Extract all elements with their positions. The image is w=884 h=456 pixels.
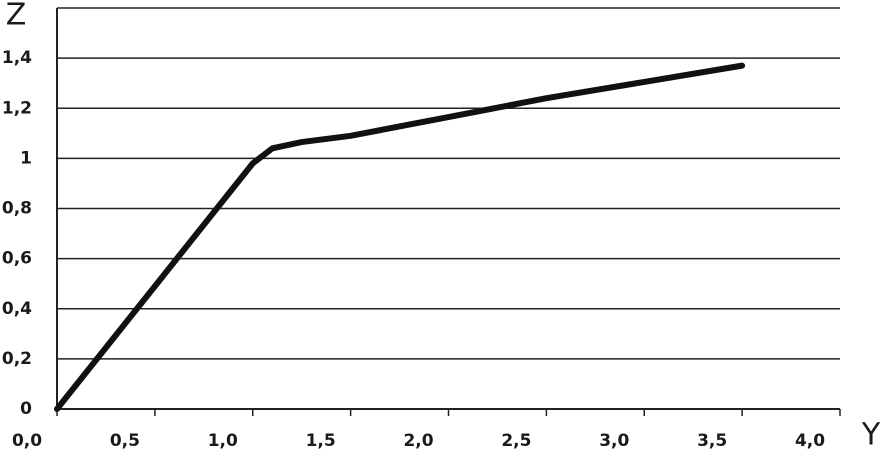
x-tick-label: 2,5 [501, 431, 531, 451]
x-tick-label: 0,0 [12, 431, 42, 451]
x-tick-label: 2,0 [403, 431, 433, 451]
x-tick-label: 3,0 [599, 431, 629, 451]
x-tick-label: 1,0 [208, 431, 238, 451]
y-tick-label: 0 [20, 399, 32, 419]
data-line [54, 62, 746, 412]
y-axis-title: Z [6, 0, 27, 33]
y-tick-label: 0,6 [2, 249, 32, 269]
y-tick-label: 1,4 [2, 48, 32, 68]
x-tick-label: 0,5 [110, 431, 140, 451]
y-tick-label: 0,8 [2, 199, 32, 219]
x-tick-label: 4,0 [795, 431, 825, 451]
y-tick-label: 1 [20, 148, 32, 168]
y-tick-label: 1,2 [2, 98, 32, 118]
x-axis-title: Y [861, 418, 881, 453]
x-tick-label: 1,5 [306, 431, 336, 451]
y-tick-label: 0,2 [2, 349, 32, 369]
x-tick-label: 3,5 [697, 431, 727, 451]
y-tick-label: 0,4 [2, 299, 32, 319]
